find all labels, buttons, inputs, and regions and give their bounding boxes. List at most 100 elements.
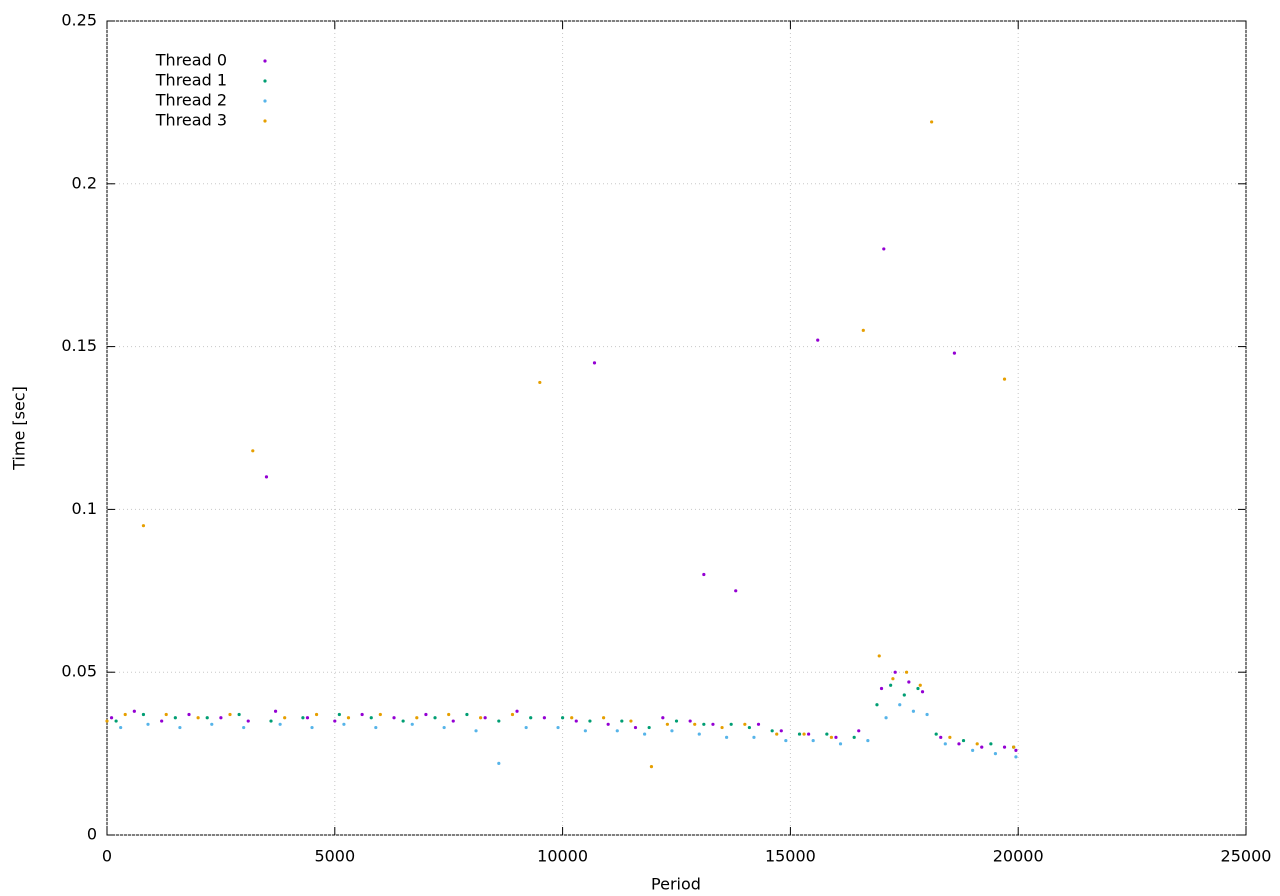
- point: [893, 670, 897, 674]
- point: [1002, 377, 1007, 381]
- point: [374, 725, 378, 730]
- point: [542, 716, 546, 720]
- point: [1012, 745, 1016, 749]
- point: [665, 722, 669, 726]
- point: [775, 732, 779, 736]
- x-tick-label: 25000: [1221, 847, 1272, 866]
- x-axis-label: Period: [651, 875, 701, 894]
- point: [661, 716, 665, 720]
- point: [877, 654, 881, 658]
- point: [807, 732, 811, 736]
- point: [882, 247, 886, 251]
- point: [720, 725, 724, 730]
- point: [447, 712, 451, 717]
- point: [442, 725, 446, 730]
- point: [410, 722, 414, 726]
- legend-label: Thread 3: [155, 111, 227, 130]
- point: [114, 719, 118, 723]
- point: [734, 589, 738, 593]
- point: [697, 732, 701, 736]
- point: [879, 686, 884, 691]
- point: [747, 725, 751, 730]
- point: [269, 719, 273, 723]
- point: [784, 738, 788, 743]
- point: [602, 716, 606, 720]
- point: [205, 716, 209, 720]
- y-tick-label: 0.1: [72, 499, 97, 518]
- point: [524, 725, 528, 730]
- point: [606, 722, 610, 726]
- point: [884, 716, 888, 720]
- point: [529, 716, 533, 720]
- point: [123, 712, 127, 717]
- point: [702, 722, 706, 726]
- point: [702, 572, 706, 577]
- point: [237, 712, 241, 717]
- point: [1014, 748, 1018, 752]
- point: [264, 475, 269, 479]
- y-tick-label: 0.2: [72, 173, 97, 192]
- point: [898, 703, 902, 707]
- point: [993, 752, 998, 756]
- point: [670, 729, 674, 733]
- point: [957, 742, 961, 746]
- point: [164, 712, 168, 717]
- point: [219, 716, 223, 720]
- y-tick-label: 0: [87, 825, 97, 844]
- point: [474, 729, 478, 733]
- point: [725, 735, 729, 739]
- point: [242, 725, 246, 730]
- point: [861, 328, 865, 332]
- point: [592, 361, 597, 365]
- point: [934, 732, 938, 736]
- point: [620, 719, 624, 723]
- legend-marker: [263, 119, 267, 123]
- legend-label: Thread 2: [155, 91, 227, 110]
- x-tick-label: 20000: [993, 847, 1044, 866]
- point: [857, 729, 861, 733]
- point: [228, 712, 232, 717]
- point: [378, 712, 382, 717]
- point: [515, 709, 519, 713]
- point: [401, 719, 405, 723]
- y-tick-label: 0.15: [61, 336, 97, 355]
- point: [980, 745, 984, 749]
- point: [132, 709, 136, 713]
- point: [497, 761, 501, 765]
- point: [278, 722, 282, 726]
- point: [693, 722, 697, 726]
- point: [424, 712, 428, 717]
- point: [561, 716, 565, 720]
- point: [711, 722, 715, 726]
- point: [433, 716, 437, 720]
- point: [451, 719, 455, 723]
- point: [570, 716, 574, 720]
- x-tick-label: 10000: [537, 847, 588, 866]
- point: [146, 722, 150, 726]
- point: [574, 719, 578, 723]
- point: [538, 380, 542, 385]
- point: [649, 765, 654, 769]
- point: [119, 725, 123, 730]
- legend-marker: [263, 79, 267, 83]
- y-axis-label: Time [sec]: [10, 386, 29, 471]
- point: [643, 732, 647, 736]
- point: [337, 712, 341, 717]
- point: [802, 732, 806, 736]
- point: [729, 722, 733, 726]
- point: [911, 709, 916, 713]
- point: [210, 722, 214, 726]
- point: [251, 449, 255, 453]
- point: [797, 732, 802, 736]
- point: [647, 725, 651, 730]
- point: [779, 729, 783, 733]
- point: [392, 716, 396, 720]
- point: [196, 716, 200, 720]
- point: [852, 735, 856, 739]
- x-tick-label: 5000: [314, 847, 355, 866]
- point: [866, 738, 870, 743]
- point: [688, 719, 692, 723]
- point: [342, 722, 346, 726]
- point: [465, 712, 469, 717]
- point: [916, 686, 920, 691]
